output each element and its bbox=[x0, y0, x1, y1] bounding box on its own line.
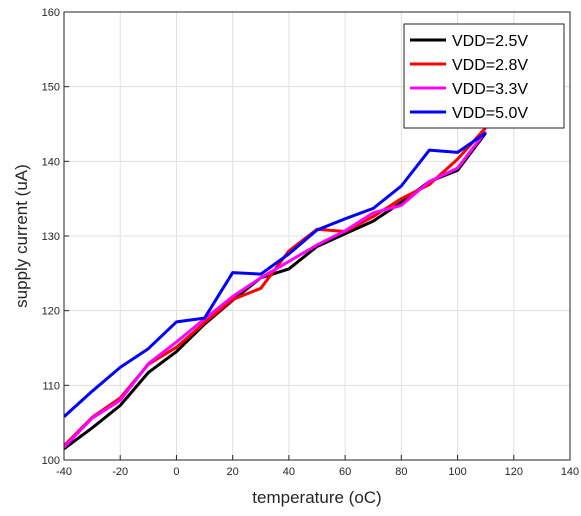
y-tick-label: 140 bbox=[42, 156, 60, 168]
legend-label: VDD=5.0V bbox=[452, 105, 528, 122]
series-line bbox=[64, 131, 487, 418]
x-tick-label: 20 bbox=[227, 466, 239, 478]
x-tick-label: -20 bbox=[112, 466, 128, 478]
y-tick-label: 120 bbox=[42, 306, 60, 318]
x-tick-label: -40 bbox=[56, 466, 72, 478]
x-tick-label: 40 bbox=[283, 466, 295, 478]
y-tick-label: 130 bbox=[42, 231, 60, 243]
y-axis-ticks: 100 110 120 130 140 150 160 bbox=[42, 7, 69, 467]
legend-label: VDD=3.3V bbox=[452, 81, 528, 98]
y-tick-label: 100 bbox=[42, 455, 60, 467]
y-tick-label: 160 bbox=[42, 7, 60, 19]
legend-label: VDD=2.5V bbox=[452, 33, 528, 50]
legend-label: VDD=2.8V bbox=[452, 57, 528, 74]
x-axis-label: temperature (oC) bbox=[252, 488, 381, 507]
y-tick-label: 150 bbox=[42, 82, 60, 94]
y-axis-label: supply current (uA) bbox=[12, 164, 31, 308]
series-line bbox=[64, 130, 487, 449]
series-layer bbox=[64, 126, 487, 451]
x-tick-label: 60 bbox=[339, 466, 351, 478]
x-tick-label: 80 bbox=[395, 466, 407, 478]
x-tick-label: 0 bbox=[173, 466, 179, 478]
legend: VDD=2.5V VDD=2.8V VDD=3.3V VDD=5.0V bbox=[403, 23, 565, 129]
x-tick-label: 120 bbox=[505, 466, 523, 478]
y-tick-label: 110 bbox=[42, 380, 60, 392]
x-tick-label: 100 bbox=[448, 466, 466, 478]
x-axis-ticks: -40 -20 0 20 40 60 80 100 120 140 bbox=[56, 455, 579, 478]
x-tick-label: 140 bbox=[561, 466, 579, 478]
